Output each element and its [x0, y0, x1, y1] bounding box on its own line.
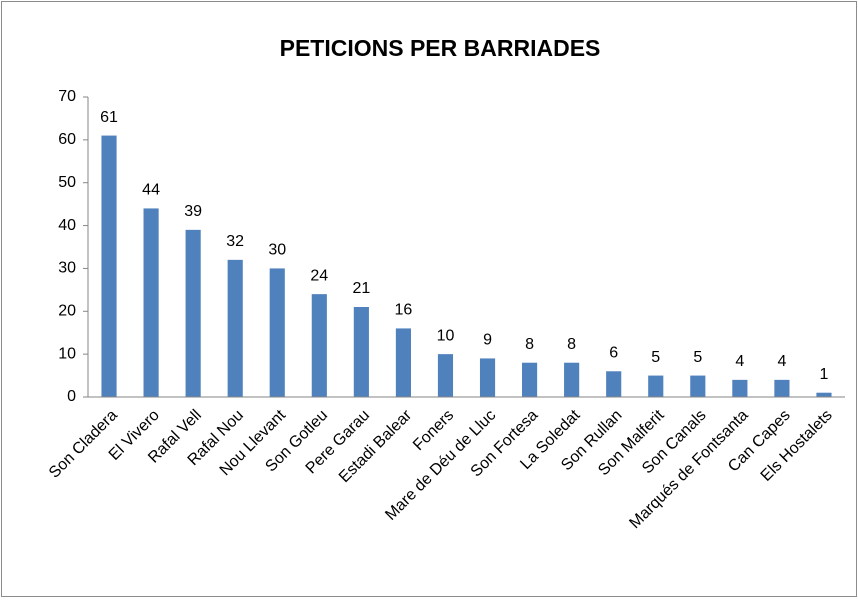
data-label: 6 [609, 345, 618, 362]
y-tick-label: 30 [58, 260, 76, 277]
y-tick-label: 0 [67, 388, 76, 405]
bar [311, 294, 327, 397]
data-label: 5 [693, 349, 702, 366]
y-tick-label: 70 [58, 88, 76, 105]
data-label: 24 [310, 267, 328, 284]
bar [479, 358, 496, 397]
bar [437, 354, 454, 397]
bar [648, 375, 664, 397]
bar [732, 379, 748, 397]
data-label: 4 [777, 353, 786, 370]
bar [816, 392, 832, 397]
data-label: 10 [437, 327, 455, 344]
y-tick-label: 60 [58, 131, 76, 148]
data-label: 1 [820, 366, 829, 383]
bar [774, 379, 790, 397]
bar [690, 375, 706, 397]
bar [227, 259, 243, 397]
bar [269, 268, 285, 397]
data-label: 16 [395, 302, 413, 319]
data-label: 9 [483, 332, 492, 349]
bar [522, 362, 538, 397]
data-label: 61 [100, 109, 118, 126]
data-label: 30 [268, 242, 286, 259]
data-label: 4 [735, 353, 744, 370]
y-tick-label: 10 [58, 345, 76, 362]
bar [353, 307, 369, 397]
bar [395, 328, 411, 397]
bar [185, 229, 201, 397]
data-label: 8 [567, 336, 576, 353]
bar [143, 208, 159, 397]
y-tick-label: 40 [58, 217, 76, 234]
y-tick-label: 20 [58, 303, 76, 320]
bar [606, 371, 622, 397]
y-tick-label: 50 [58, 174, 76, 191]
data-label: 21 [352, 280, 370, 297]
data-label: 32 [226, 233, 244, 250]
data-label: 5 [651, 349, 660, 366]
bar [101, 135, 117, 398]
data-label: 39 [184, 203, 202, 220]
bar [564, 362, 580, 397]
data-label: 44 [142, 182, 160, 199]
chart-title: PETICIONS PER BARRIADES [280, 35, 601, 61]
data-label: 8 [525, 336, 534, 353]
